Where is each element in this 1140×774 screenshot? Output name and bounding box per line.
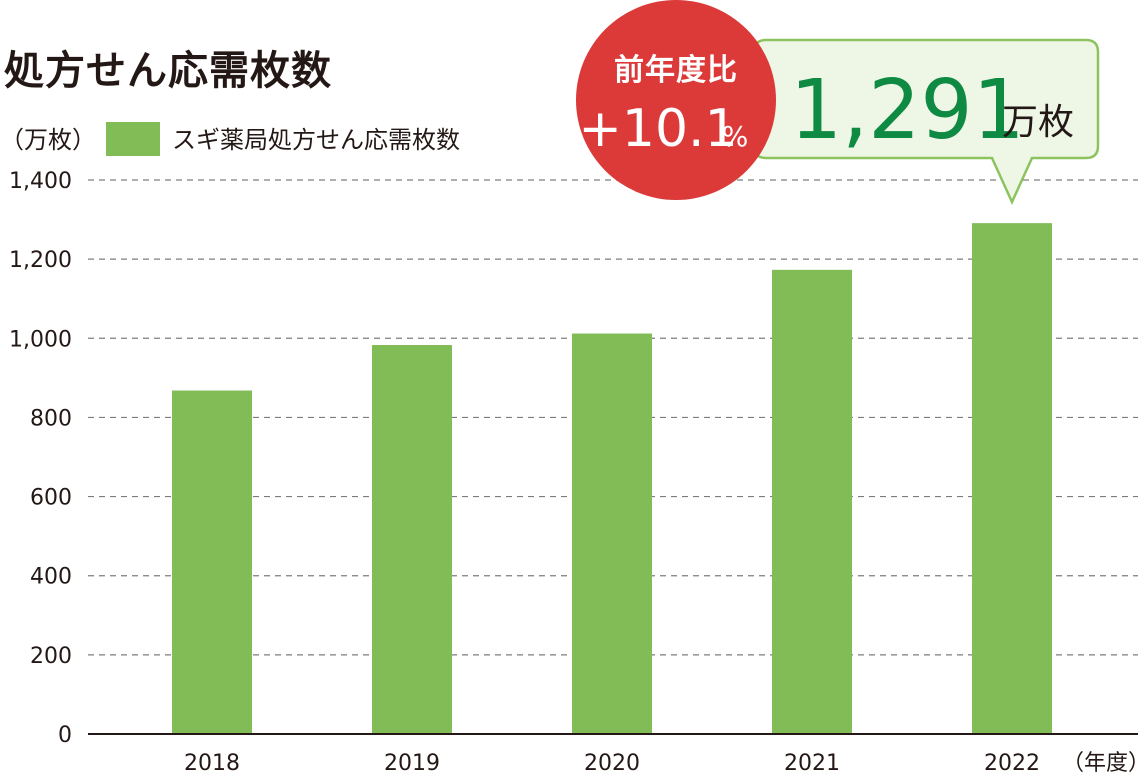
y-axis-unit-label: （万枚） bbox=[0, 126, 96, 154]
callout-unit: 万枚 bbox=[1002, 102, 1074, 143]
y-tick-label: 400 bbox=[30, 565, 72, 590]
y-tick-label: 1,400 bbox=[9, 169, 72, 194]
x-tick-label-2019: 2019 bbox=[384, 751, 440, 774]
callout-value: 1,291 bbox=[790, 63, 1025, 158]
yoy-badge-percent: % bbox=[722, 120, 749, 153]
legend-label: スギ薬局処方せん応需枚数 bbox=[172, 126, 460, 154]
bar-2018 bbox=[172, 390, 252, 734]
bar-2019 bbox=[372, 345, 452, 734]
yoy-badge-circle bbox=[576, 0, 776, 200]
y-tick-label: 1,000 bbox=[9, 327, 72, 352]
yoy-badge: 前年度比 +10.1 % bbox=[576, 0, 776, 200]
yoy-badge-value: +10.1 bbox=[578, 99, 737, 159]
y-axis-ticks: 0 200 400 600 800 1,000 1,200 1,400 bbox=[9, 169, 72, 748]
value-callout: 1,291 万枚 bbox=[752, 38, 1100, 206]
x-tick-label-2022: 2022 bbox=[984, 751, 1040, 774]
bar-2021 bbox=[772, 269, 852, 734]
y-tick-label: 200 bbox=[30, 644, 72, 669]
x-axis-unit-label: （年度） bbox=[1062, 751, 1140, 774]
yoy-badge-label: 前年度比 bbox=[614, 53, 738, 88]
bar-2022 bbox=[972, 223, 1052, 734]
legend-swatch bbox=[106, 122, 160, 156]
x-tick-label-2021: 2021 bbox=[784, 751, 840, 774]
y-tick-label: 600 bbox=[30, 486, 72, 511]
y-tick-label: 1,200 bbox=[9, 248, 72, 273]
x-tick-label-2020: 2020 bbox=[584, 751, 640, 774]
y-tick-label: 0 bbox=[58, 723, 72, 748]
y-tick-label: 800 bbox=[30, 406, 72, 431]
legend: スギ薬局処方せん応需枚数 bbox=[106, 122, 460, 156]
chart-title: 処方せん応需枚数 bbox=[4, 48, 332, 94]
gridlines bbox=[88, 179, 1138, 656]
x-tick-label-2018: 2018 bbox=[184, 751, 240, 774]
bar-2020 bbox=[572, 333, 652, 734]
x-axis-ticks: 2018 2019 2020 2021 2022 bbox=[184, 751, 1040, 774]
bars bbox=[172, 223, 1052, 734]
